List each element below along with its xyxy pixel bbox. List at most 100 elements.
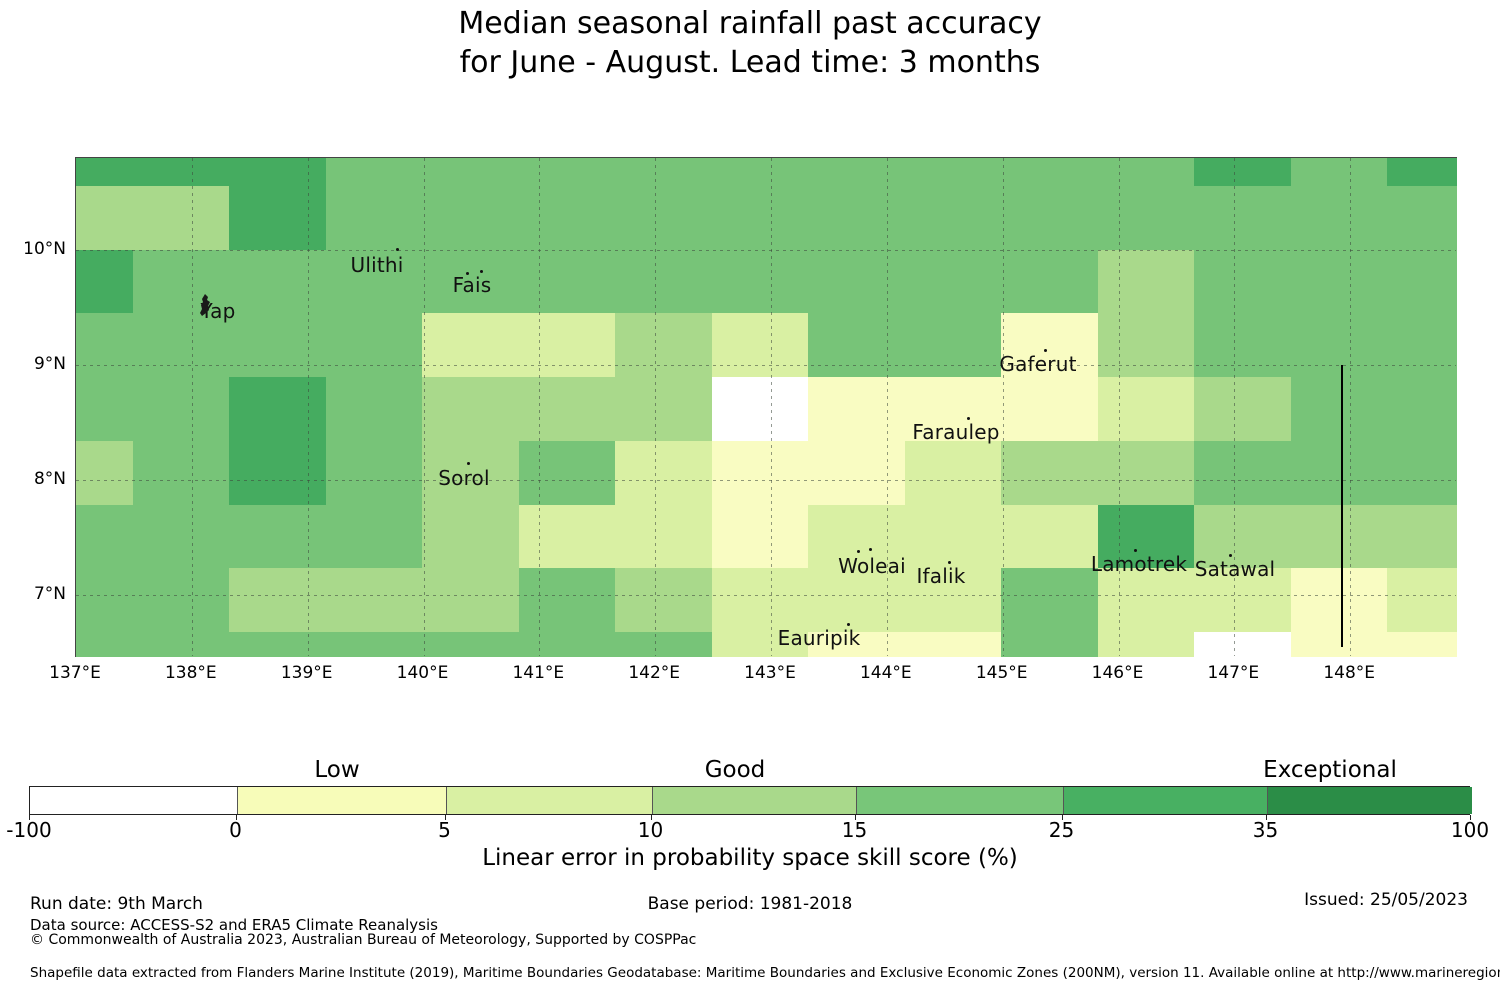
heatmap-cell (76, 377, 134, 442)
island-label: Woleai (838, 554, 906, 578)
heatmap-cell (518, 249, 616, 314)
heatmap-cell (808, 249, 906, 314)
heatmap-cell (711, 313, 809, 378)
heatmap-cell (615, 158, 713, 187)
heatmap-cell (1001, 631, 1099, 657)
heatmap-cell (1097, 377, 1195, 442)
heatmap-cell (615, 249, 713, 314)
heatmap-cell (422, 186, 520, 251)
island-marker-dot (467, 462, 470, 465)
heatmap-cell (229, 313, 327, 378)
base-period-text: Base period: 1981-2018 (647, 894, 853, 914)
heatmap-cell (1194, 377, 1292, 442)
heatmap-cell (1290, 249, 1388, 314)
heatmap-cell (132, 186, 230, 251)
heatmap-cell (1194, 249, 1292, 314)
heatmap-cell (615, 313, 713, 378)
island-label: Gaferut (999, 352, 1077, 376)
heatmap-cell (808, 504, 906, 569)
yap-island-outline (195, 293, 217, 321)
colorbar-segment (855, 787, 1064, 814)
heatmap-cell (518, 568, 616, 633)
heatmap-cell (1194, 186, 1292, 251)
heatmap-cell (1387, 440, 1457, 506)
heatmap-cell (229, 440, 327, 506)
heatmap-cell (904, 186, 1002, 251)
colorbar-tick-mark (854, 815, 856, 820)
longitude-gridline (1234, 158, 1236, 656)
heatmap-cell (1387, 631, 1457, 657)
heatmap-cell (132, 377, 230, 442)
colorbar-tick-mark (1265, 815, 1267, 820)
colorbar-tick-label: 15 (841, 818, 868, 842)
heatmap-cell (904, 504, 1002, 569)
longitude-gridline (771, 158, 772, 656)
latitude-gridline (76, 365, 1456, 366)
heatmap-cell (1290, 313, 1388, 378)
heatmap-cell (229, 249, 327, 314)
heatmap-cell (1001, 158, 1099, 187)
latitude-gridline (76, 594, 1456, 596)
heatmap-cell (904, 249, 1002, 314)
colorbar-tick-label: 10 (637, 818, 664, 842)
heatmap-cell (904, 377, 1002, 442)
heatmap-cell (132, 568, 230, 633)
heatmap-cell (325, 377, 423, 442)
heatmap-cell (518, 440, 616, 506)
y-axis-tick: 8°N (33, 469, 66, 489)
colorbar-tick-mark (1061, 815, 1063, 820)
heatmap-cell (711, 377, 809, 442)
x-axis-tick: 139°E (280, 663, 333, 683)
heatmap-cell (1194, 504, 1292, 569)
colorbar (29, 786, 1472, 815)
run-date-text: Run date: 9th March (30, 894, 203, 914)
heatmap-cell (422, 440, 520, 506)
heatmap-cell (325, 631, 423, 657)
longitude-gridline (423, 158, 425, 656)
colorbar-segment (445, 787, 653, 814)
island-label: Sorol (438, 466, 490, 490)
colorbar-tick-label: 5 (438, 818, 451, 842)
heatmap-cell (229, 568, 327, 633)
heatmap-cell (1097, 440, 1195, 506)
heatmap-cell (808, 313, 906, 378)
colorbar-tick-label: 35 (1252, 818, 1279, 842)
heatmap-cell (1387, 249, 1457, 314)
heatmap-cell (422, 249, 520, 314)
colorbar-segment (1062, 787, 1268, 814)
x-axis-tick: 138°E (164, 663, 217, 683)
colorbar-category-label: Exceptional (1263, 757, 1397, 783)
heatmap-cell (1001, 568, 1099, 633)
longitude-gridline (1350, 158, 1352, 656)
heatmap-cell (1194, 158, 1292, 187)
heatmap-cell (1097, 504, 1195, 569)
heatmap-cell (1194, 440, 1292, 506)
heatmap-cell (1290, 504, 1388, 569)
heatmap-cell (422, 158, 520, 187)
colorbar-segment (1266, 787, 1472, 814)
island-label: Ifalik (916, 564, 966, 588)
heatmap-cell (711, 504, 809, 569)
heatmap-cell (76, 249, 134, 314)
heatmap-cell (1097, 568, 1195, 633)
x-axis-tick: 144°E (859, 663, 912, 683)
heatmap-cell (1001, 249, 1099, 314)
x-axis-tick: 145°E (975, 663, 1028, 683)
colorbar-segment (651, 787, 857, 814)
island-marker-dot (1134, 549, 1137, 552)
heatmap-cell (76, 313, 134, 378)
heatmap-cell (808, 440, 906, 506)
heatmap-cell (518, 377, 616, 442)
colorbar-tick-mark (29, 815, 30, 820)
heatmap-cell (1001, 504, 1099, 569)
longitude-gridline (1002, 158, 1004, 656)
x-axis-tick: 146°E (1091, 663, 1144, 683)
y-axis-tick: 10°N (23, 239, 66, 259)
x-axis-tick: 142°E (628, 663, 681, 683)
heatmap-cell (1290, 158, 1388, 187)
heatmap-cell (325, 440, 423, 506)
heatmap-cell (808, 568, 906, 633)
colorbar-tick-mark (1470, 815, 1471, 820)
heatmap-cell (711, 249, 809, 314)
